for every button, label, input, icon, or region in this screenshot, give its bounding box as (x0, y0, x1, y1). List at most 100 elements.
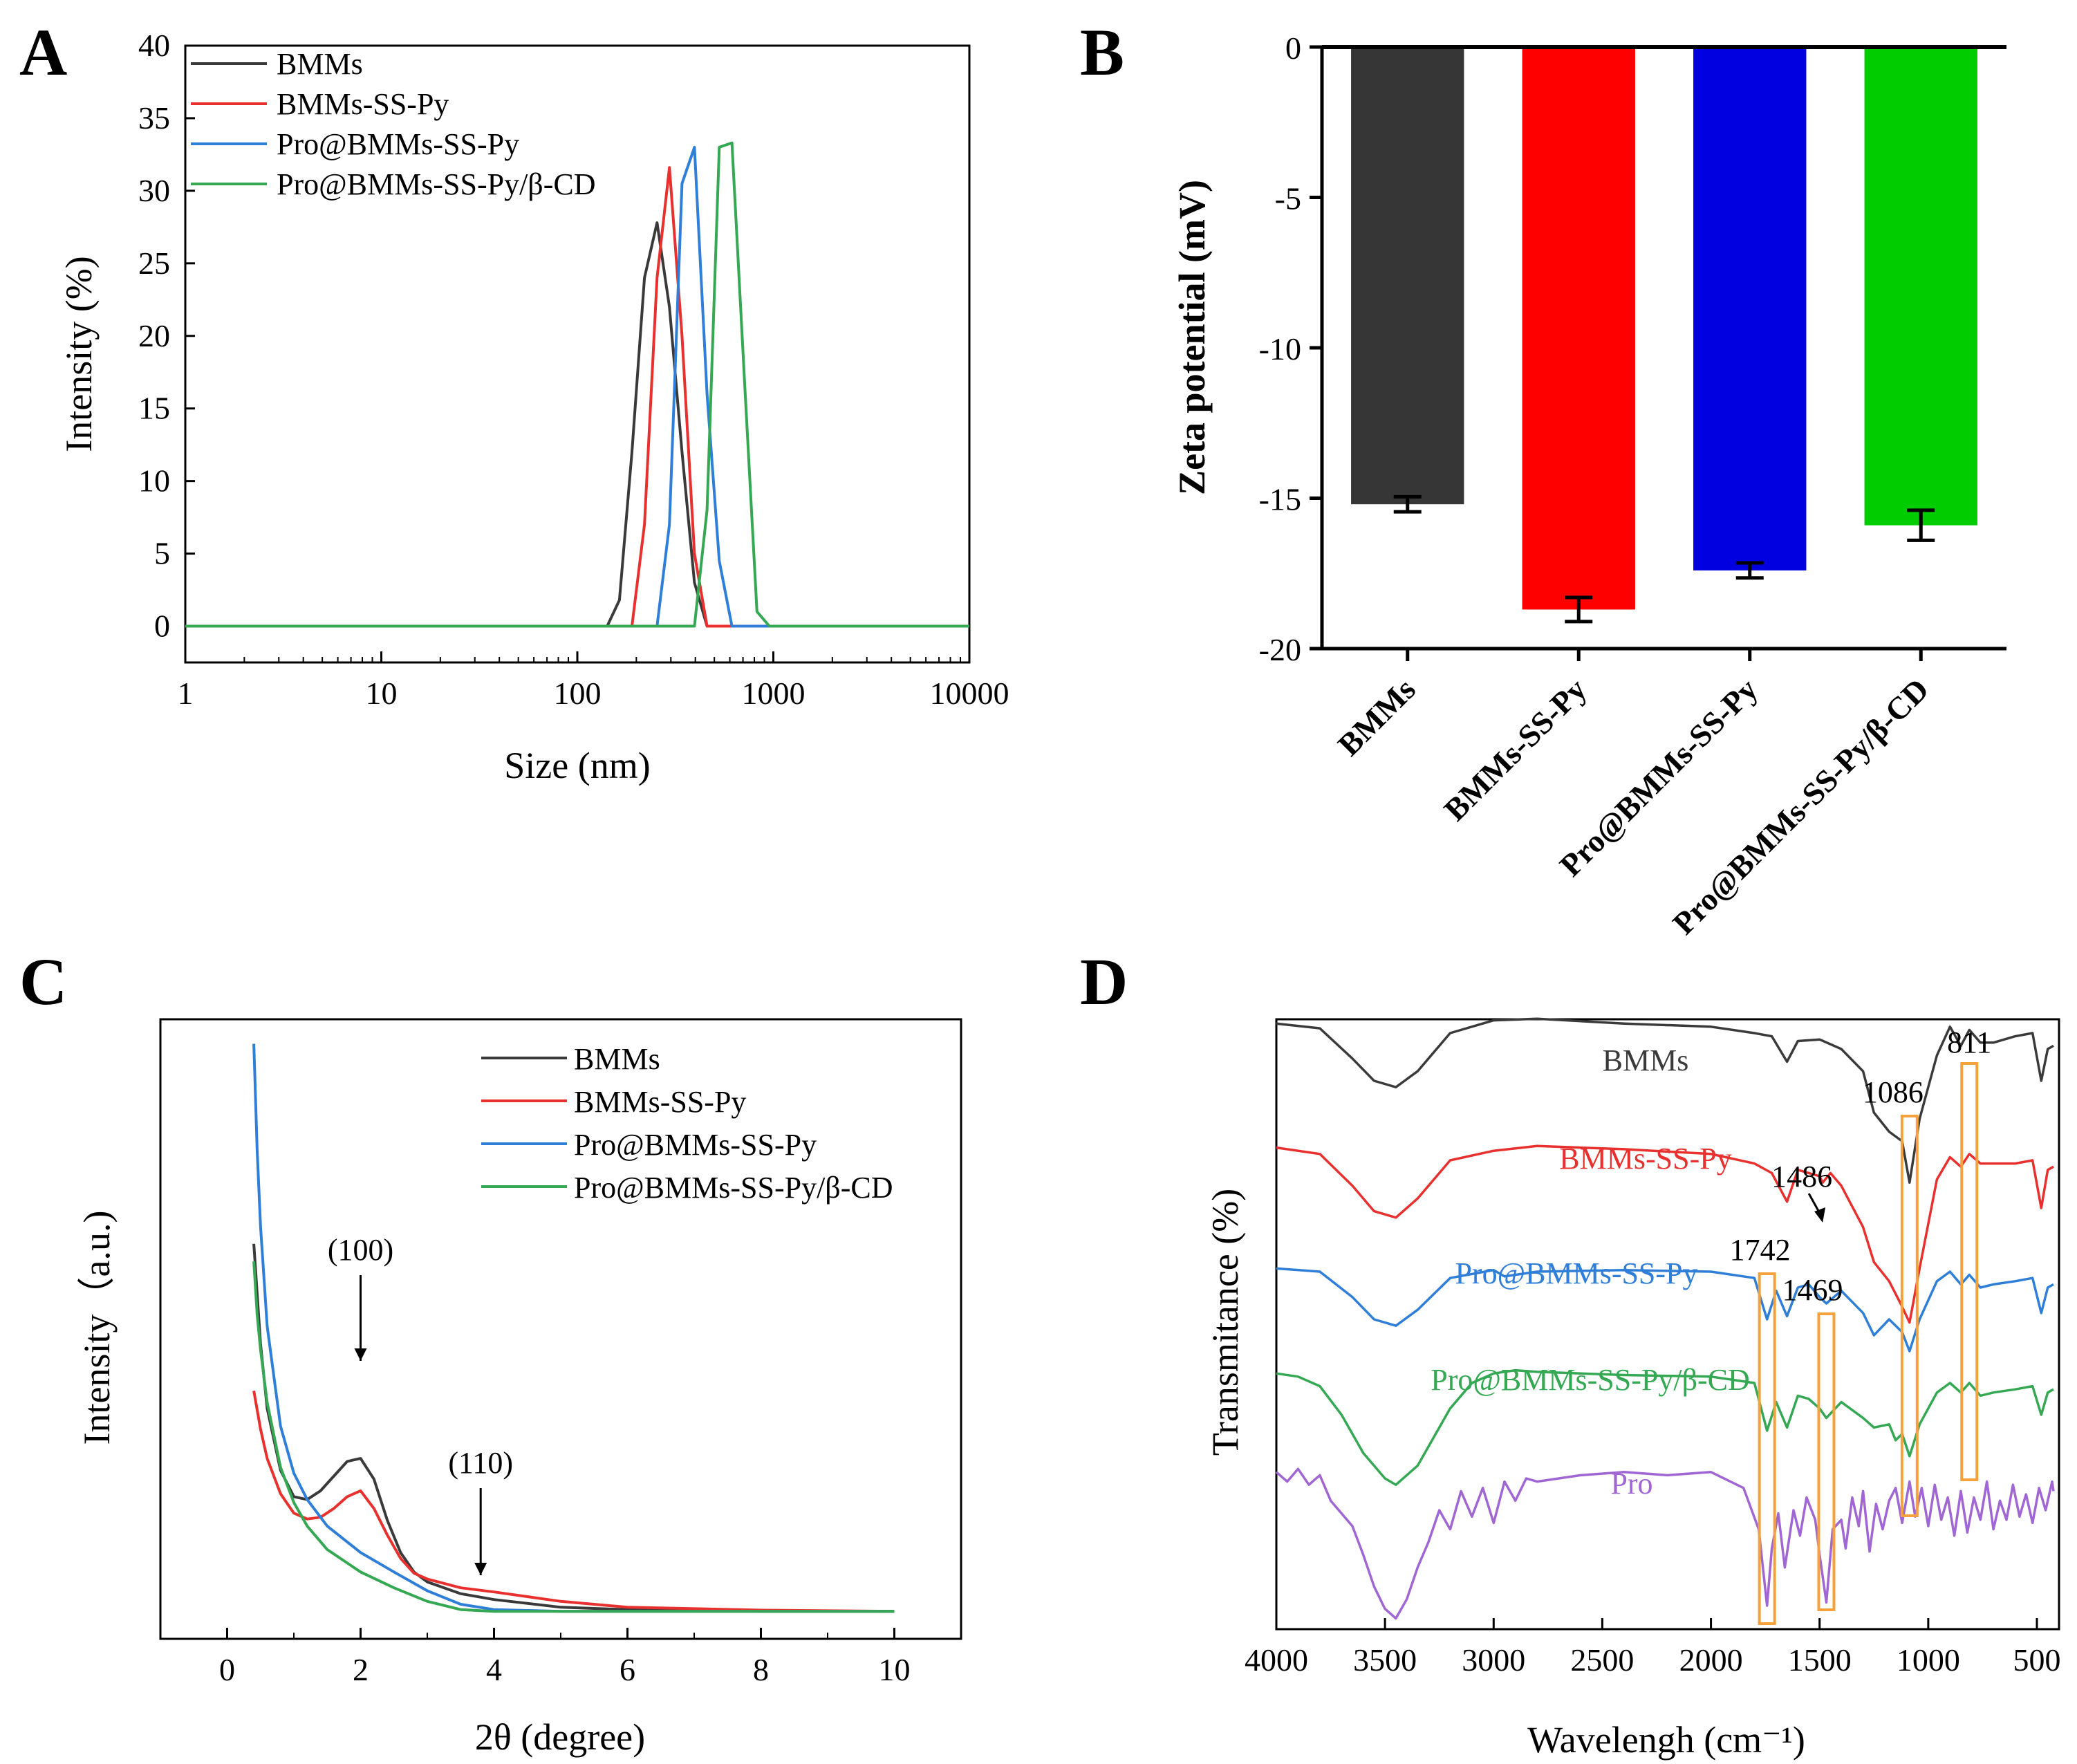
panel-d-peak-label: 1086 (1863, 1075, 1924, 1109)
panel-b-y-tick-label: -20 (1259, 632, 1301, 667)
panel-a-y-tick-label: 5 (154, 536, 170, 571)
panel-a-y-tick-label: 40 (138, 28, 170, 63)
panel-c-x-tick-label: 4 (486, 1652, 502, 1687)
panel-d-series-line (1276, 1368, 2054, 1486)
panel-d-x-tick-label: 3500 (1353, 1642, 1417, 1678)
panel-d-series-line (1276, 1267, 2054, 1353)
panel-c: C 0 2 4 6 8 10 (100) (110) BMMs BMMs-SS-Py Pro@B… (19, 945, 962, 1758)
panel-a-series (185, 141, 969, 628)
panel-d-series-label: Pro (1610, 1467, 1652, 1501)
panel-a-y-tick-label: 35 (138, 100, 170, 136)
panel-d-series-label: BMMs-SS-Py (1559, 1142, 1731, 1176)
panel-d-peak-label: 1469 (1782, 1273, 1843, 1307)
panel-a-legend-label: Pro@BMMs-SS-Py/β-CD (277, 167, 595, 201)
panel-a-x-ticks: 1 10 100 1000 10000 (178, 651, 1009, 711)
panel-a-series-line (185, 141, 969, 628)
panel-d-series-label: BMMs (1603, 1043, 1689, 1077)
panel-d: D 4000 3500 3000 2500 2000 1500 1000 500 1742 14… (1080, 945, 2061, 1761)
panel-d-series-line (1276, 1144, 2054, 1324)
panel-a-y-tick-label: 15 (138, 391, 170, 426)
panel-a-x-tick-label: 1 (178, 676, 194, 711)
panel-a-x-tick-label: 1000 (742, 676, 805, 711)
panel-c-x-tick-label: 6 (620, 1652, 635, 1687)
panel-c-annotation-label: (110) (448, 1446, 513, 1480)
panel-label-b: B (1080, 15, 1124, 89)
panel-c-annotation-label: (100) (328, 1233, 393, 1267)
panel-label-c: C (19, 945, 67, 1019)
panel-label-d: D (1080, 945, 1128, 1019)
panel-d-peak-label: 811 (1947, 1025, 1991, 1059)
panel-c-series-line (252, 1261, 895, 1613)
panel-c-x-tick-label: 10 (879, 1652, 911, 1687)
panel-b-y-tick-label: 0 (1285, 30, 1301, 66)
panel-a-y-label: Intensity (%) (58, 256, 100, 452)
panel-a-series-line (185, 166, 969, 628)
panel-b-y-tick-label: -5 (1275, 181, 1301, 216)
panel-a-y-ticks: 0 5 10 15 20 25 30 35 40 (138, 28, 195, 644)
panel-a-legend-label: BMMs (277, 47, 363, 81)
panel-d-peak-boxes: 1742 1469 1086 811 1486 (1730, 1025, 1991, 1625)
panel-d-x-tick-label: 1500 (1788, 1642, 1852, 1678)
panel-b-y-tick-label: -15 (1259, 482, 1301, 517)
panel-d-x-ticks: 4000 3500 3000 2500 2000 1500 1000 500 (1245, 1618, 2061, 1678)
panel-c-x-tick-label: 0 (219, 1652, 235, 1687)
panel-d-plot-frame (1275, 1018, 2060, 1631)
panel-a-y-tick-label: 20 (138, 318, 170, 353)
panel-d-x-label: Wavelengh (cm⁻¹) (1527, 1719, 1805, 1761)
panel-label-a: A (19, 15, 67, 89)
panel-a-x-tick-label: 100 (554, 676, 602, 711)
panel-d-series-line (1275, 1467, 2055, 1620)
panel-c-x-ticks: 0 2 4 6 8 10 (160, 1628, 962, 1687)
panel-a-y-tick-label: 0 (154, 609, 170, 644)
panel-b-y-tick-label: -10 (1259, 331, 1301, 366)
panel-a-y-tick-label: 25 (138, 245, 170, 281)
panel-b-bar (1351, 47, 1464, 505)
panel-c-y-label: Intensity（a.u.) (76, 1211, 118, 1445)
panel-b-bars (1351, 47, 1977, 624)
panel-d-y-label: Transmitance (%) (1204, 1189, 1246, 1456)
panel-c-annotations: (100) (110) (328, 1233, 513, 1575)
panel-d-x-tick-label: 4000 (1245, 1642, 1308, 1678)
panel-d-series-label: Pro@BMMs-SS-Py (1455, 1256, 1697, 1290)
panel-b-bar (1693, 47, 1807, 570)
panel-c-series (252, 1043, 895, 1613)
panel-d-x-tick-label: 500 (2013, 1642, 2061, 1678)
panel-c-x-tick-label: 2 (353, 1652, 369, 1687)
panel-c-series-line (252, 1390, 895, 1613)
panel-d-series-label: Pro@BMMs-SS-Py/β-CD (1431, 1363, 1749, 1397)
panel-a-x-label: Size (nm) (504, 745, 650, 786)
panel-d-x-tick-label: 1000 (1897, 1642, 1960, 1678)
panel-d-x-tick-label: 2000 (1679, 1642, 1743, 1678)
panel-b-bar (1864, 47, 1977, 526)
panel-c-annotation-arrowhead (354, 1348, 367, 1361)
panel-d-peak-box (1758, 1272, 1776, 1625)
panel-a-legend-label: BMMs-SS-Py (277, 87, 449, 121)
panel-a-legend: BMMs BMMs-SS-Py Pro@BMMs-SS-Py Pro@BMMs-SS-… (191, 47, 595, 201)
panel-c-legend: BMMs BMMs-SS-Py Pro@BMMs-SS-Py Pro@BMMs-SS-… (481, 1042, 893, 1205)
panel-b-y-ticks: 0 -5 -10 -15 -20 (1259, 30, 1322, 667)
panel-a-legend-label: Pro@BMMs-SS-Py (277, 127, 519, 161)
panel-b-bar (1522, 47, 1635, 610)
panel-b-y-label: Zeta potential (mV) (1171, 180, 1213, 495)
panel-d-series (1275, 1017, 2055, 1620)
panel-d-x-tick-label: 3000 (1462, 1642, 1525, 1678)
panel-c-legend-label: Pro@BMMs-SS-Py (574, 1128, 817, 1162)
panel-d-series-line (1276, 1017, 2054, 1184)
panel-a-y-tick-label: 30 (138, 173, 170, 208)
panel-c-annotation-arrowhead (474, 1563, 487, 1575)
panel-c-x-tick-label: 8 (753, 1652, 769, 1687)
panel-c-x-label: 2θ (degree) (475, 1716, 645, 1758)
panel-c-legend-label: BMMs-SS-Py (574, 1085, 746, 1119)
panel-d-peak-box (1960, 1062, 1979, 1481)
panel-d-series-labels: BMMs BMMs-SS-Py Pro@BMMs-SS-Py Pro@BMMs-SS-… (1431, 1043, 1749, 1501)
panel-d-peak-label: 1486 (1771, 1160, 1832, 1194)
panel-d-peak-box (1817, 1312, 1836, 1611)
panel-c-legend-label: BMMs (574, 1042, 660, 1076)
panel-c-legend-label: Pro@BMMs-SS-Py/β-CD (574, 1171, 893, 1205)
panel-d-peak-arrowhead (1814, 1207, 1826, 1223)
panel-a-y-tick-label: 10 (138, 463, 170, 499)
panel-a-x-tick-label: 10 (366, 676, 398, 711)
panel-d-peak-box (1900, 1115, 1919, 1517)
